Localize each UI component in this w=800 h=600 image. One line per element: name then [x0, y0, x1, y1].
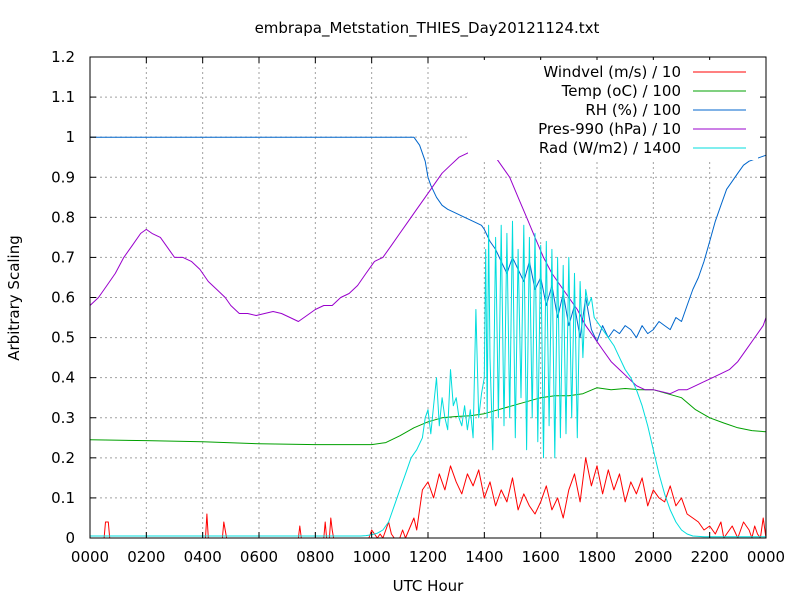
series-line-4 — [89, 146, 767, 395]
y-tick-label: 0.6 — [51, 289, 75, 307]
x-tick-label: 2200 — [691, 548, 729, 566]
x-tick-label: 1600 — [522, 548, 560, 566]
y-tick-label: 1 — [65, 128, 75, 146]
y-tick-label: 0 — [65, 529, 75, 547]
x-axis-label: UTC Hour — [393, 577, 464, 595]
series-line-2 — [89, 387, 767, 446]
legend-label: Windvel (m/s) / 10 — [543, 63, 681, 81]
y-tick-label: 0.3 — [51, 409, 75, 427]
y-tick-label: 0.2 — [51, 449, 75, 467]
legend-label: Temp (oC) / 100 — [561, 82, 681, 100]
chart-title: embrapa_Metstation_THIES_Day20121124.txt — [255, 19, 600, 38]
y-tick-label: 0.8 — [51, 208, 75, 226]
x-tick-label: 1800 — [578, 548, 616, 566]
y-tick-label: 1.1 — [51, 88, 75, 106]
x-tick-label: 0800 — [296, 548, 334, 566]
x-tick-label: 0000 — [71, 548, 109, 566]
y-tick-label: 0.5 — [51, 329, 75, 347]
x-tick-label: 0200 — [127, 548, 165, 566]
x-tick-label: 0000 — [747, 548, 785, 566]
y-tick-label: 1.2 — [51, 48, 75, 66]
x-tick-label: 1000 — [353, 548, 391, 566]
x-tick-label: 2000 — [634, 548, 672, 566]
x-tick-label: 1400 — [465, 548, 503, 566]
legend-label: RH (%) / 100 — [585, 101, 681, 119]
series-line-5 — [90, 220, 766, 538]
y-tick-label: 0.9 — [51, 168, 75, 186]
y-tick-label: 0.7 — [51, 248, 75, 266]
legend-label: Rad (W/m2) / 1400 — [539, 139, 681, 157]
series-line-3 — [90, 136, 767, 343]
legend-label: Pres-990 (hPa) / 10 — [538, 120, 681, 138]
y-tick-label: 0.1 — [51, 489, 75, 507]
axis-ticks: 0000 0200 0400 0600 0800 1000 1200 1400 1600 1800… — [51, 48, 785, 566]
x-tick-label: 0400 — [184, 548, 222, 566]
y-axis-label: Arbitrary Scaling — [5, 235, 23, 361]
x-tick-label: 1200 — [409, 548, 447, 566]
x-tick-label: 0600 — [240, 548, 278, 566]
y-tick-label: 0.4 — [51, 369, 75, 387]
